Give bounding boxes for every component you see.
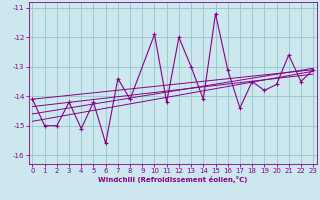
X-axis label: Windchill (Refroidissement éolien,°C): Windchill (Refroidissement éolien,°C) (98, 176, 247, 183)
